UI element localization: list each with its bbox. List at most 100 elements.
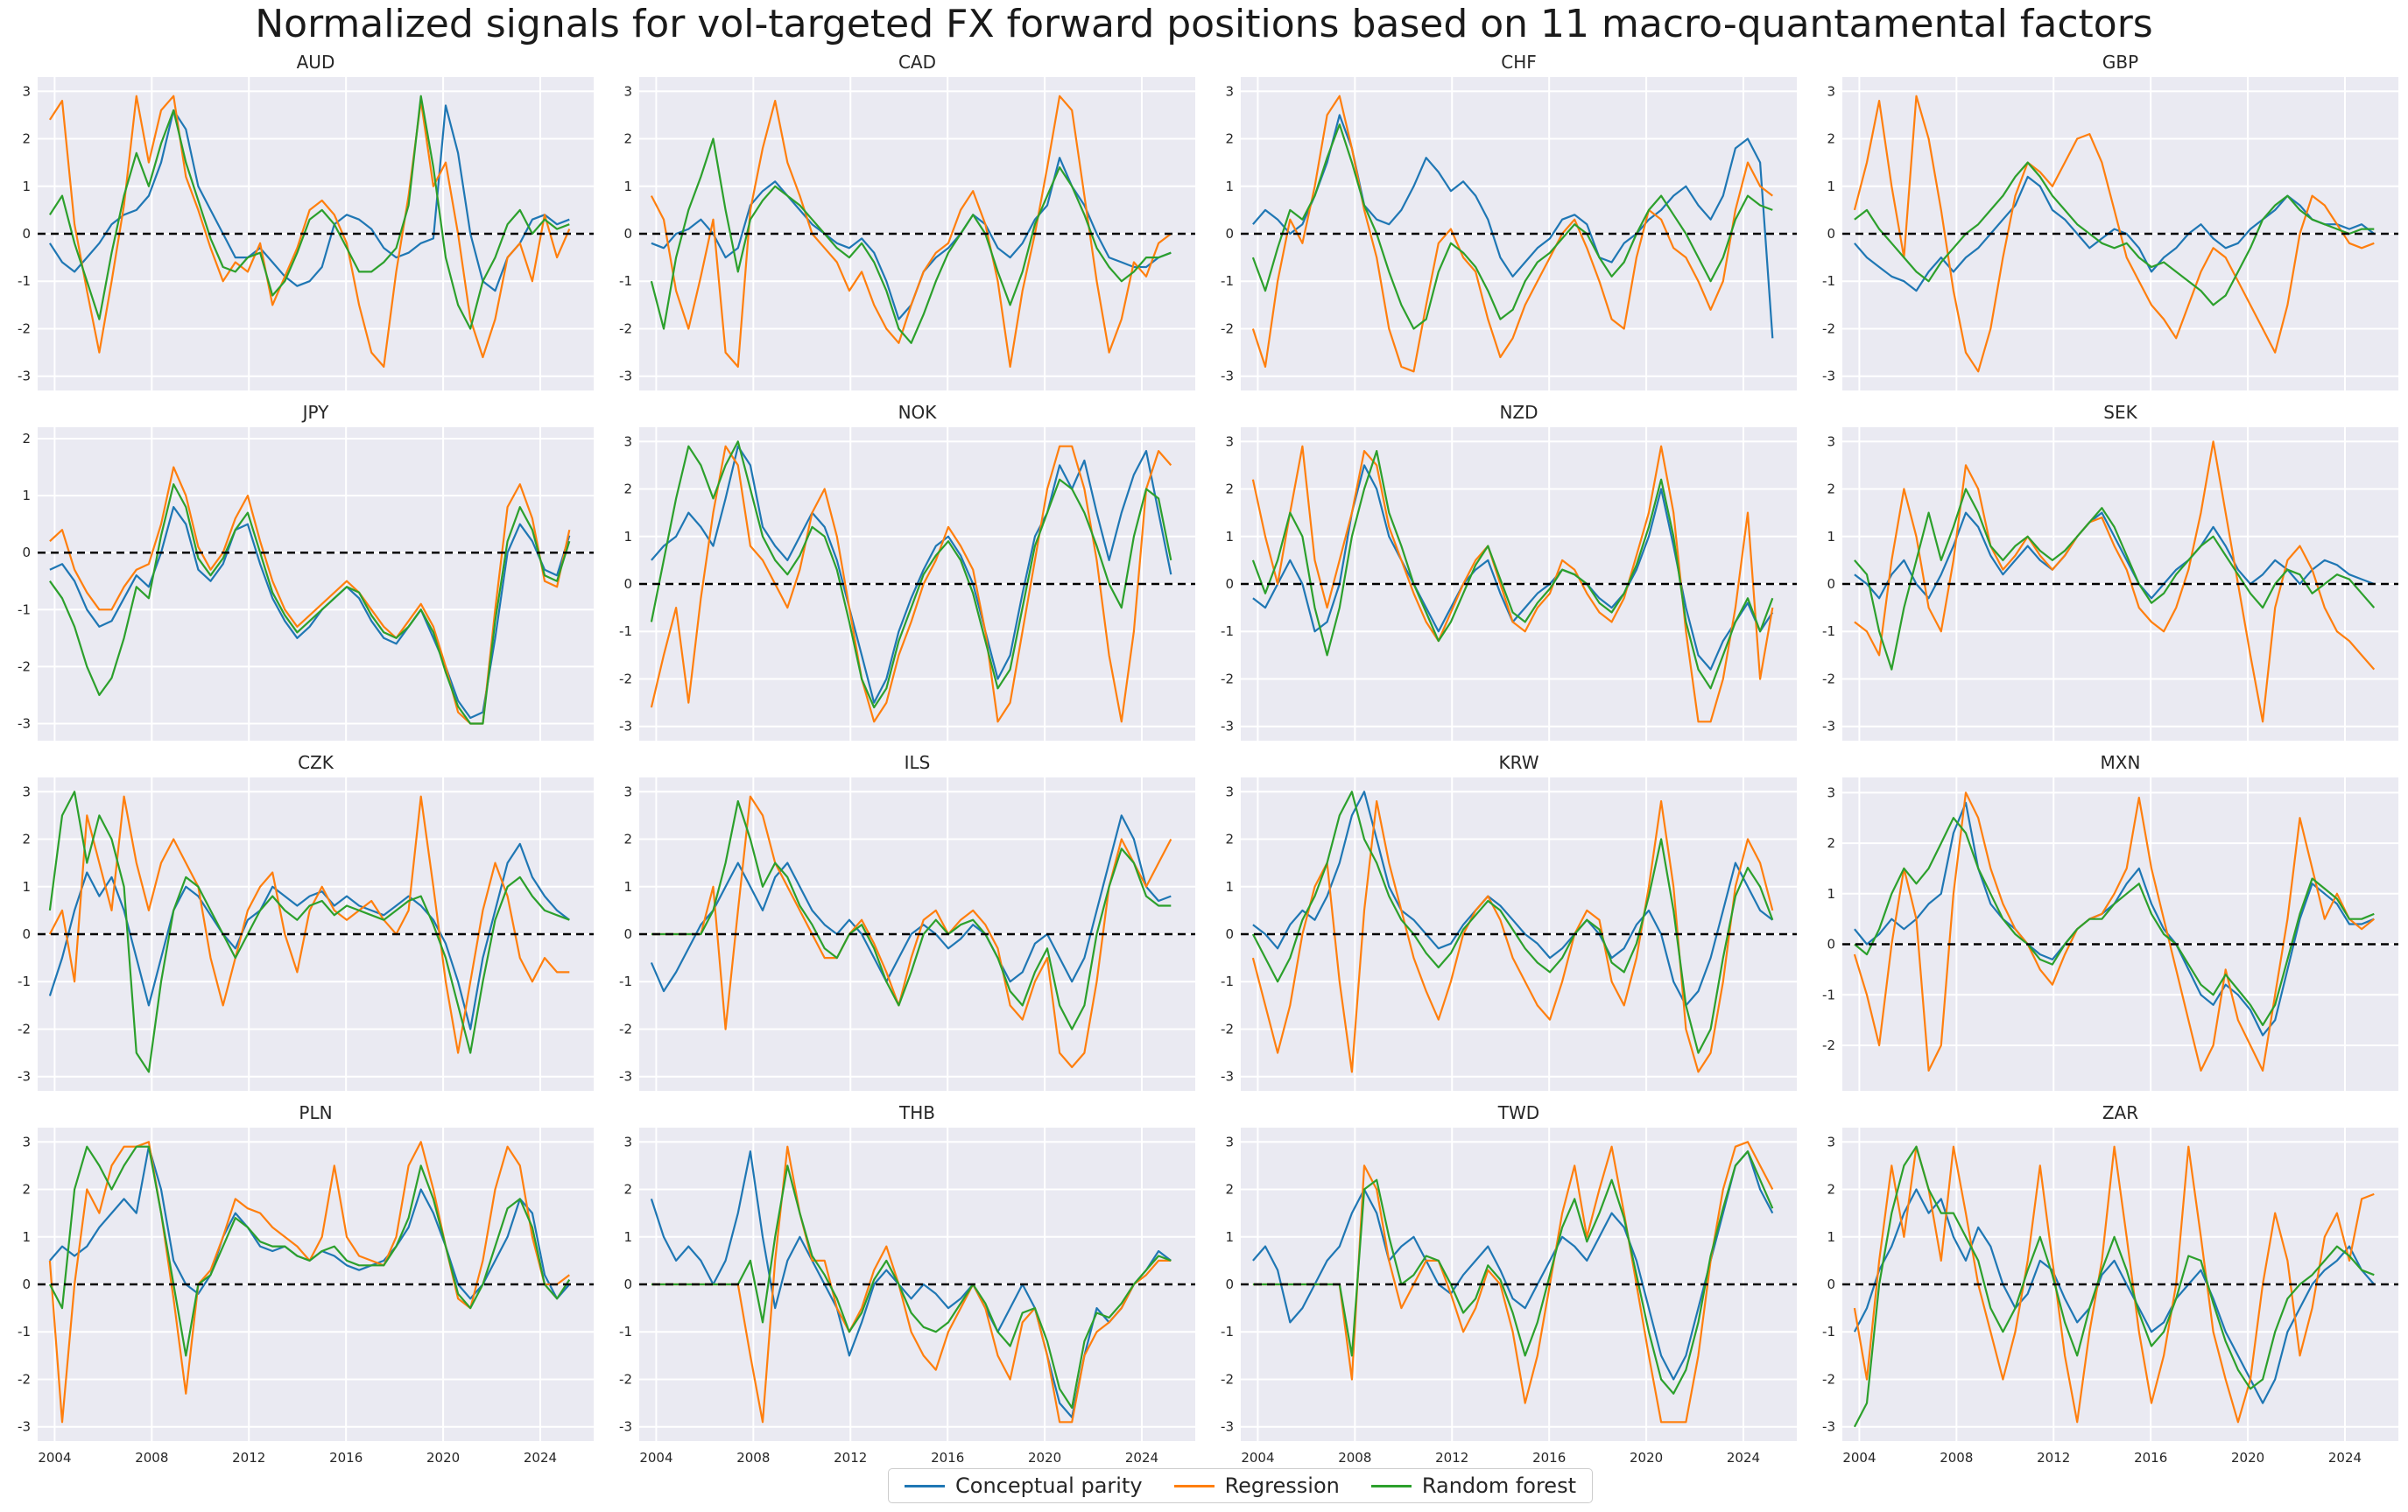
y-tick-label: 3 (1225, 433, 1234, 449)
y-tick-label: 2 (1225, 1182, 1234, 1198)
y-tick-label: -3 (1822, 719, 1835, 735)
series-line-random-forest (48, 1145, 571, 1357)
series-line-random-forest (1854, 817, 2375, 1027)
x-tick-label: 2016 (931, 1450, 964, 1466)
x-tick-label: 2012 (834, 1450, 867, 1466)
y-tick-label: -1 (18, 1324, 31, 1340)
x-tick-label: 2004 (1842, 1450, 1876, 1466)
series-line-regression (1853, 791, 2375, 1072)
series-line-regression (1853, 95, 2375, 373)
x-tick-label: 2020 (1028, 1450, 1061, 1466)
panel-mxn: -2 -1 0 1 2 3 MXN (1822, 752, 2398, 1091)
series-line-random-forest (1854, 488, 2376, 671)
panel-title: MXN (2101, 752, 2141, 773)
y-tick-label: -2 (1221, 671, 1234, 686)
series-line-random-forest (1251, 791, 1774, 1054)
y-tick-label: 1 (1827, 1229, 1835, 1245)
y-tick-label: -2 (1221, 1371, 1234, 1387)
y-tick-label: -1 (1221, 1324, 1234, 1340)
y-tick-label: 0 (623, 1276, 632, 1292)
x-tick-label: 2024 (1727, 1450, 1760, 1466)
y-tick-label: 0 (1827, 937, 1835, 953)
series-line-random-forest (650, 440, 1172, 709)
y-tick-label: 3 (1827, 433, 1835, 449)
series-line-conceptual-parity (48, 842, 570, 1030)
y-tick-label: 0 (22, 926, 31, 942)
panel-cad: -3 -2 -1 0 1 2 3 CAD (619, 52, 1195, 390)
y-tick-label: 3 (1225, 83, 1234, 99)
panel-nzd: -3 -2 -1 0 1 2 3 NZD (1221, 402, 1797, 741)
y-tick-label: -3 (18, 715, 31, 731)
series-line-random-forest (48, 95, 570, 330)
y-tick-label: -1 (18, 601, 31, 617)
panel-zar: -3 -2 -1 0 1 2 3 2004 2008 2012 2016 2020 2024 ZAR (1822, 1102, 2398, 1466)
legend-label-random-forest: Random forest (1421, 1473, 1576, 1498)
x-tick-label: 2004 (639, 1450, 672, 1466)
y-tick-label: 2 (22, 832, 31, 847)
legend-item-regression: Regression (1173, 1473, 1340, 1498)
panel-nok: -3 -2 -1 0 1 2 3 NOK (619, 402, 1195, 741)
series-line-random-forest (1853, 1145, 2375, 1428)
x-tick-label: 2020 (1630, 1450, 1663, 1466)
y-tick-label: -2 (18, 658, 31, 674)
y-tick-label: 2 (623, 1182, 632, 1198)
series-line-random-forest (650, 137, 1172, 344)
y-tick-label: 0 (1225, 226, 1234, 242)
series-line-regression (651, 795, 1172, 1069)
panel-title: NZD (1499, 402, 1538, 423)
y-tick-label: 3 (1827, 83, 1835, 99)
y-tick-label: 0 (1827, 1276, 1835, 1292)
y-tick-label: 0 (22, 1276, 31, 1292)
y-tick-label: 1 (623, 529, 632, 545)
y-tick-label: -2 (18, 1371, 31, 1387)
y-tick-label: 1 (22, 1229, 31, 1245)
y-tick-label: -2 (18, 320, 31, 336)
x-tick-label: 2012 (1435, 1450, 1468, 1466)
y-tick-label: 1 (22, 879, 31, 895)
y-tick-label: 1 (623, 1229, 632, 1245)
panel-background (1842, 777, 2398, 1091)
y-tick-label: 2 (1225, 131, 1234, 147)
y-tick-label: 0 (623, 226, 632, 242)
y-tick-label: 2 (1225, 832, 1234, 847)
y-tick-label: -1 (1221, 273, 1234, 289)
y-tick-label: -2 (1822, 1037, 1835, 1053)
panel-twd: -3 -2 -1 0 1 2 3 2004 2008 2012 2016 2020 2024 TWD (1221, 1102, 1797, 1466)
y-tick-label: -1 (1221, 974, 1234, 989)
y-tick-label: 2 (22, 431, 31, 447)
series-line-random-forest (651, 799, 1172, 1030)
y-tick-label: -1 (619, 273, 632, 289)
legend: Conceptual parity Regression Random fore… (888, 1468, 1593, 1503)
y-tick-label: -2 (1822, 671, 1835, 686)
legend-swatch-regression (1173, 1484, 1215, 1487)
y-tick-label: -3 (619, 369, 632, 384)
x-tick-label: 2012 (232, 1450, 265, 1466)
panel-title: PLN (299, 1102, 332, 1123)
x-tick-label: 2020 (2231, 1450, 2264, 1466)
y-tick-label: 3 (1827, 1134, 1835, 1150)
y-tick-label: 0 (22, 545, 31, 560)
x-tick-label: 2008 (135, 1450, 168, 1466)
series-line-random-forest (49, 482, 571, 725)
y-tick-label: -2 (18, 1021, 31, 1037)
y-tick-label: 0 (1225, 576, 1234, 592)
y-tick-label: -1 (1822, 623, 1835, 639)
panel-title: CAD (898, 52, 936, 73)
x-tick-label: 2020 (426, 1450, 460, 1466)
y-tick-label: 1 (1827, 886, 1835, 902)
y-tick-label: 2 (623, 131, 632, 147)
y-tick-label: 1 (1225, 879, 1234, 895)
y-tick-label: -3 (1221, 369, 1234, 384)
series-line-conceptual-parity (651, 445, 1172, 704)
y-tick-label: -2 (619, 1021, 632, 1037)
series-line-regression (48, 795, 570, 1054)
series-line-regression (650, 445, 1172, 723)
y-tick-label: -1 (1822, 1324, 1835, 1340)
y-tick-label: -3 (18, 1069, 31, 1085)
series-line-regression (1854, 440, 2376, 723)
panel-ils: -3 -2 -1 0 1 2 3 ILS (619, 752, 1195, 1091)
y-tick-label: 3 (623, 83, 632, 99)
y-tick-label: -1 (619, 974, 632, 989)
y-tick-label: -2 (1822, 1371, 1835, 1387)
y-tick-label: -3 (1221, 719, 1234, 735)
